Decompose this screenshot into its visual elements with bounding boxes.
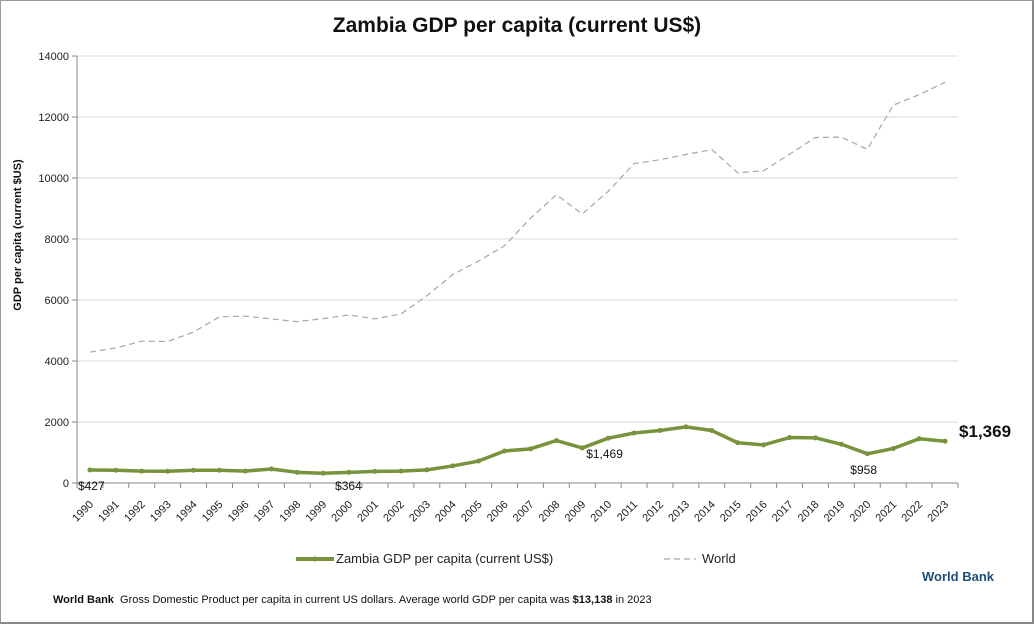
- x-tick-label: 2021: [874, 499, 900, 525]
- data-annotation: $364: [335, 479, 362, 493]
- zambia-data-point: [191, 467, 197, 473]
- data-annotation: $1,369: [959, 422, 1011, 441]
- footnote: World Bank Gross Domestic Product per ca…: [53, 594, 652, 606]
- x-tick-label: 2011: [615, 499, 640, 524]
- x-tick-label: 2012: [640, 499, 666, 525]
- y-tick-label: 14000: [38, 51, 69, 63]
- zambia-data-point: [87, 467, 93, 473]
- x-tick-label: 2020: [848, 499, 874, 525]
- x-tick-label: 2013: [666, 499, 692, 525]
- x-tick-label: 2001: [355, 499, 381, 525]
- x-tick-label: 1997: [252, 499, 278, 525]
- zambia-data-point: [527, 446, 533, 452]
- zambia-data-point: [450, 463, 456, 469]
- x-tick-label: 2005: [459, 499, 485, 525]
- x-tick-label: 2009: [563, 499, 589, 525]
- y-tick-label: 10000: [38, 173, 69, 185]
- zambia-data-point: [476, 458, 482, 464]
- x-tick-label: 2000: [329, 499, 355, 525]
- legend-label-zambia: Zambia GDP per capita (current US$): [336, 551, 554, 566]
- zambia-data-point: [812, 435, 818, 441]
- legend-item-zambia: Zambia GDP per capita (current US$): [296, 551, 553, 566]
- zambia-data-point: [268, 466, 274, 472]
- x-tick-label: 1993: [148, 499, 174, 525]
- x-tick-label: 2019: [822, 499, 848, 525]
- x-tick-label: 1999: [303, 499, 329, 525]
- source-brand: World Bank: [922, 569, 994, 584]
- zambia-series-line: [89, 425, 946, 475]
- x-tick-label: 1992: [122, 499, 148, 525]
- zambia-data-point: [942, 438, 948, 444]
- x-tick-label: 2002: [381, 499, 407, 525]
- x-tick-label: 1994: [174, 499, 200, 525]
- zambia-data-point: [709, 428, 715, 434]
- x-tick-label: 2010: [589, 499, 615, 525]
- zambia-data-point: [320, 470, 326, 476]
- legend-item-world: World: [664, 551, 736, 566]
- zambia-data-point: [139, 468, 145, 474]
- x-tick-label: 1996: [226, 499, 252, 525]
- zambia-data-point: [916, 436, 922, 442]
- zambia-data-point: [579, 445, 585, 451]
- data-annotation: $1,469: [586, 447, 623, 461]
- y-tick-label: 4000: [45, 356, 69, 368]
- x-tick-label: 1990: [70, 499, 96, 525]
- zambia-data-point: [553, 438, 559, 444]
- zambia-data-point: [294, 469, 300, 475]
- zambia-data-point: [113, 467, 119, 473]
- x-tick-label: 2014: [692, 499, 718, 525]
- zambia-data-point: [838, 441, 844, 447]
- zambia-data-point: [372, 468, 378, 474]
- x-tick-label: 2008: [537, 499, 563, 525]
- x-tick-label: 2015: [718, 499, 744, 525]
- data-annotation: $427: [78, 479, 105, 493]
- x-tick-label: 2016: [744, 499, 770, 525]
- zambia-data-point: [864, 451, 870, 457]
- footnote-value: $13,138: [572, 594, 613, 606]
- zambia-data-point: [165, 468, 171, 474]
- zambia-data-point: [398, 468, 404, 474]
- footnote-text: Gross Domestic Product per capita in cur…: [120, 594, 573, 606]
- legend-label-world: World: [702, 551, 736, 566]
- x-tick-label: 2017: [770, 499, 796, 525]
- legend-swatch-zambia: [296, 556, 334, 561]
- y-axis-label: GDP per capita (current $US): [12, 159, 24, 311]
- zambia-data-point: [761, 442, 767, 448]
- x-tick-label: 1998: [278, 499, 304, 525]
- zambia-data-point: [787, 435, 793, 441]
- y-tick-label: 2000: [45, 417, 69, 429]
- zambia-data-point: [217, 467, 223, 473]
- zambia-data-point: [242, 468, 248, 474]
- x-tick-label: 2018: [796, 499, 822, 525]
- footnote-source: World Bank: [53, 594, 114, 606]
- x-tick-label: 2006: [485, 499, 511, 525]
- y-tick-label: 0: [63, 478, 69, 490]
- chart-title: Zambia GDP per capita (current US$): [332, 14, 702, 37]
- x-tick-label: 2004: [433, 499, 459, 525]
- zambia-data-point: [424, 467, 430, 473]
- y-tick-label: 12000: [38, 112, 69, 124]
- x-tick-label: 2023: [925, 499, 951, 525]
- zambia-data-point: [631, 430, 637, 436]
- x-tick-label: 1991: [96, 499, 122, 525]
- zambia-data-point: [502, 448, 508, 454]
- x-tick-label: 2003: [407, 499, 433, 525]
- zambia-data-point: [683, 424, 689, 430]
- y-tick-label: 6000: [45, 295, 69, 307]
- world-series-line: [89, 81, 946, 353]
- zambia-data-point: [735, 440, 741, 446]
- zambia-data-point: [890, 446, 896, 452]
- data-annotation: $958: [850, 463, 877, 477]
- zambia-data-point: [657, 428, 663, 434]
- zambia-data-point: [346, 469, 352, 475]
- y-tick-label: 8000: [45, 234, 69, 246]
- footnote-suffix: in 2023: [612, 594, 652, 606]
- zambia-data-point: [605, 435, 611, 441]
- x-tick-label: 2022: [899, 499, 925, 525]
- x-tick-label: 2007: [511, 499, 537, 525]
- x-tick-label: 1995: [200, 499, 226, 525]
- legend-swatch-world: [664, 557, 696, 560]
